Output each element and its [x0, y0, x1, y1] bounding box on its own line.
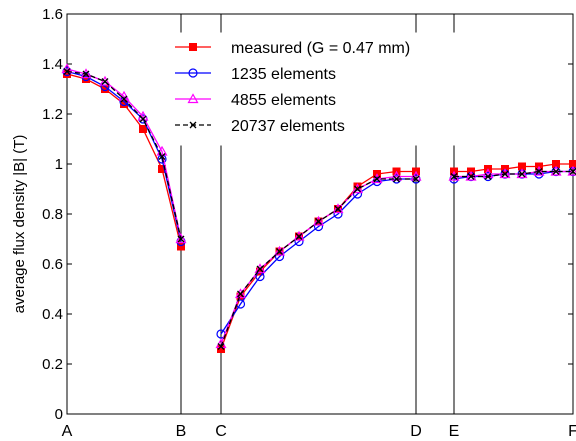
data-point	[373, 175, 381, 183]
y-tick-label: 1	[55, 156, 63, 173]
data-point	[234, 288, 247, 299]
series-lines	[61, 63, 576, 353]
data-point	[217, 343, 225, 350]
legend-item: measured (G = 0.47 mm)	[175, 40, 410, 57]
data-point	[569, 168, 576, 175]
data-point	[467, 173, 475, 180]
data-point	[177, 235, 185, 243]
data-point	[256, 265, 264, 273]
y-tick-label: 1.4	[42, 56, 63, 73]
data-point	[484, 173, 492, 180]
data-point	[450, 173, 458, 180]
data-point	[354, 185, 361, 193]
legend-box	[166, 32, 475, 146]
data-point	[273, 245, 286, 256]
data-point	[274, 251, 285, 262]
data-point	[313, 221, 324, 232]
data-point	[312, 215, 325, 226]
data-point	[295, 233, 303, 240]
data-point	[63, 68, 71, 75]
segment-label: F	[568, 423, 576, 440]
legend: measured (G = 0.47 mm) 1235 elements 4855 …	[166, 32, 475, 146]
data-point	[120, 95, 128, 103]
legend-item: 1235 elements	[175, 66, 336, 83]
y-axis-label: average flux density |B| (T)	[11, 135, 28, 314]
segment-label: C	[215, 423, 227, 440]
series-line-segment	[220, 178, 416, 335]
data-point	[533, 165, 545, 176]
data-point	[82, 70, 90, 78]
series-line-segment	[454, 170, 573, 178]
data-point	[499, 168, 511, 179]
series-line-segment	[220, 170, 416, 350]
legend-label: measured (G = 0.47 mm)	[231, 40, 410, 57]
series-4	[63, 68, 576, 350]
data-point	[518, 170, 526, 178]
legend-item: 20737 elements	[175, 118, 345, 135]
data-point	[276, 248, 283, 255]
y-tick-label: 0.6	[42, 256, 63, 273]
y-tick-label: 0	[55, 406, 63, 423]
legend-label: 4855 elements	[231, 92, 336, 109]
data-point	[412, 175, 420, 183]
data-point	[315, 218, 322, 225]
data-point	[139, 125, 147, 133]
data-point	[175, 233, 187, 244]
legend-item: 4855 elements	[175, 92, 336, 109]
data-point	[237, 290, 244, 298]
legend-label: 20737 elements	[231, 118, 345, 135]
data-point	[99, 75, 111, 86]
data-point	[333, 209, 343, 219]
y-tick-label: 1.2	[42, 106, 63, 123]
data-point	[552, 168, 560, 175]
segment-label: A	[62, 423, 73, 440]
data-point	[332, 203, 344, 214]
legend-swatch-marker	[189, 121, 197, 129]
segment-label: B	[176, 423, 187, 440]
data-point	[567, 165, 576, 176]
data-point	[101, 78, 109, 85]
y-tick-label: 1.6	[42, 6, 63, 23]
data-point	[158, 153, 166, 160]
segment-label: D	[410, 423, 422, 440]
y-tick-label: 0.2	[42, 356, 63, 373]
y-tick-label: 0.4	[42, 306, 63, 323]
series-line-segment	[220, 175, 416, 345]
series-line-segment	[220, 178, 416, 347]
data-point	[393, 175, 400, 183]
data-point	[535, 168, 543, 175]
segment-label: E	[449, 423, 460, 440]
data-point	[293, 230, 305, 241]
data-point	[100, 81, 110, 92]
legend-swatch-marker	[189, 43, 197, 51]
data-point	[294, 236, 304, 247]
data-point	[501, 170, 509, 178]
data-point	[334, 205, 342, 213]
y-tick-label: 0.8	[42, 206, 63, 223]
data-point	[254, 263, 266, 274]
data-point	[371, 173, 383, 184]
legend-swatch-marker	[188, 68, 198, 78]
data-point	[139, 115, 147, 123]
legend-swatch-marker	[187, 93, 199, 104]
legend-label: 1235 elements	[231, 66, 336, 83]
